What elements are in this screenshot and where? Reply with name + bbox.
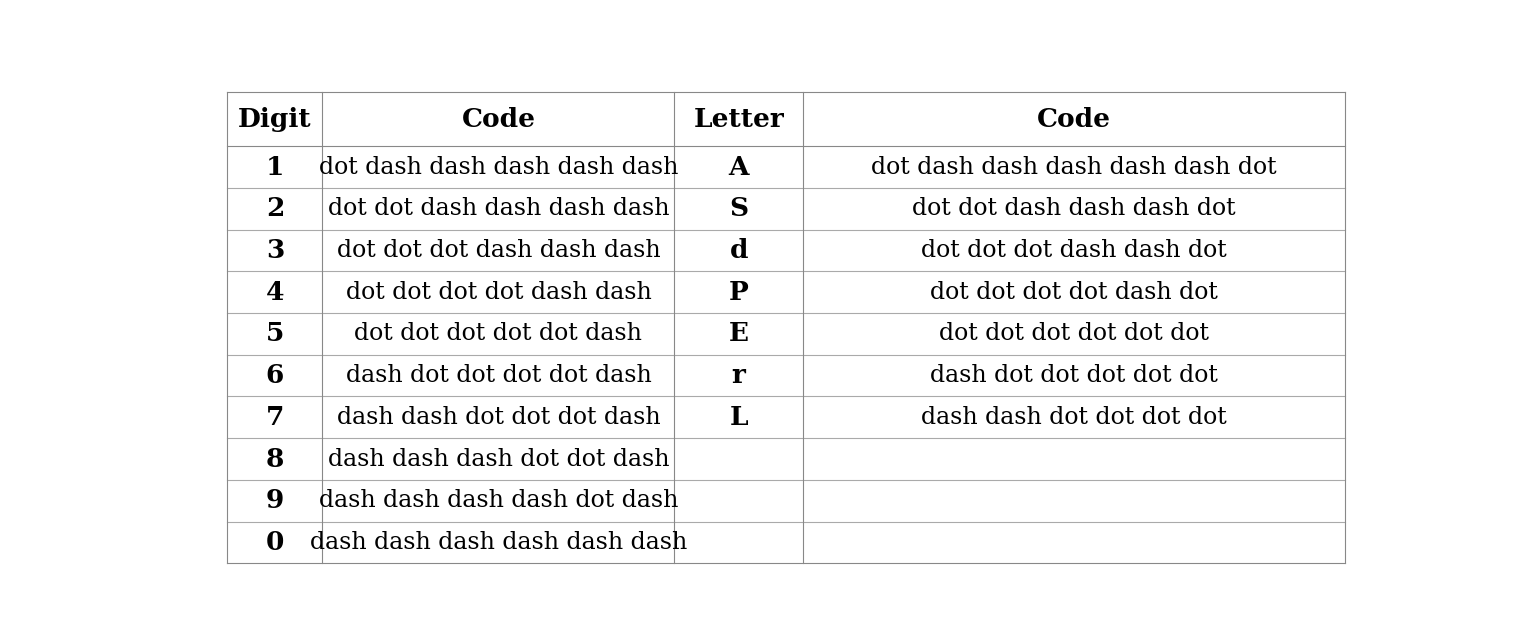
Text: Letter: Letter — [693, 107, 784, 132]
Text: dot dash dash dash dash dash dot: dot dash dash dash dash dash dot — [871, 156, 1276, 178]
Text: dot dot dot dot dash dot: dot dot dot dot dash dot — [930, 281, 1218, 304]
Text: dot dot dash dash dash dot: dot dot dash dash dash dot — [913, 197, 1236, 220]
Text: dash dot dot dot dot dash: dash dot dot dot dot dash — [345, 364, 652, 387]
Text: dot dot dot dash dash dot: dot dot dot dash dash dot — [920, 239, 1227, 262]
Text: 4: 4 — [265, 279, 284, 305]
Text: dot dot dot dash dash dash: dot dot dot dash dash dash — [336, 239, 660, 262]
Text: dot dot dash dash dash dash: dot dot dash dash dash dash — [328, 197, 669, 220]
Text: 3: 3 — [265, 238, 284, 263]
Text: 9: 9 — [265, 488, 284, 513]
Text: dash dash dash dash dash dash: dash dash dash dash dash dash — [310, 531, 687, 554]
Text: d: d — [730, 238, 749, 263]
Text: 7: 7 — [265, 405, 284, 430]
Text: Code: Code — [1037, 107, 1111, 132]
Text: 6: 6 — [265, 363, 284, 388]
Text: dash dash dot dot dot dash: dash dash dot dot dot dash — [336, 406, 660, 429]
Text: dot dot dot dot dot dash: dot dot dot dot dot dash — [354, 323, 643, 345]
Text: dot dash dash dash dash dash: dot dash dash dash dash dash — [319, 156, 678, 178]
Text: 8: 8 — [265, 446, 284, 471]
Text: dash dash dash dash dot dash: dash dash dash dash dot dash — [319, 489, 678, 512]
Text: dot dot dot dot dash dash: dot dot dot dot dash dash — [345, 281, 652, 304]
Text: P: P — [729, 279, 749, 305]
Text: S: S — [729, 196, 749, 222]
Text: Digit: Digit — [238, 107, 311, 132]
Text: dash dot dot dot dot dot: dash dot dot dot dot dot — [930, 364, 1218, 387]
Text: L: L — [729, 405, 749, 430]
Text: Code: Code — [462, 107, 535, 132]
Text: E: E — [729, 321, 749, 346]
Text: dash dash dash dot dot dash: dash dash dash dot dot dash — [328, 448, 669, 471]
Text: 2: 2 — [265, 196, 284, 222]
Text: r: r — [732, 363, 746, 388]
Text: 0: 0 — [265, 530, 284, 555]
Text: 5: 5 — [265, 321, 284, 346]
Text: 1: 1 — [265, 155, 284, 180]
Text: dash dash dot dot dot dot: dash dash dot dot dot dot — [920, 406, 1227, 429]
Text: dot dot dot dot dot dot: dot dot dot dot dot dot — [939, 323, 1209, 345]
Text: A: A — [729, 155, 749, 180]
